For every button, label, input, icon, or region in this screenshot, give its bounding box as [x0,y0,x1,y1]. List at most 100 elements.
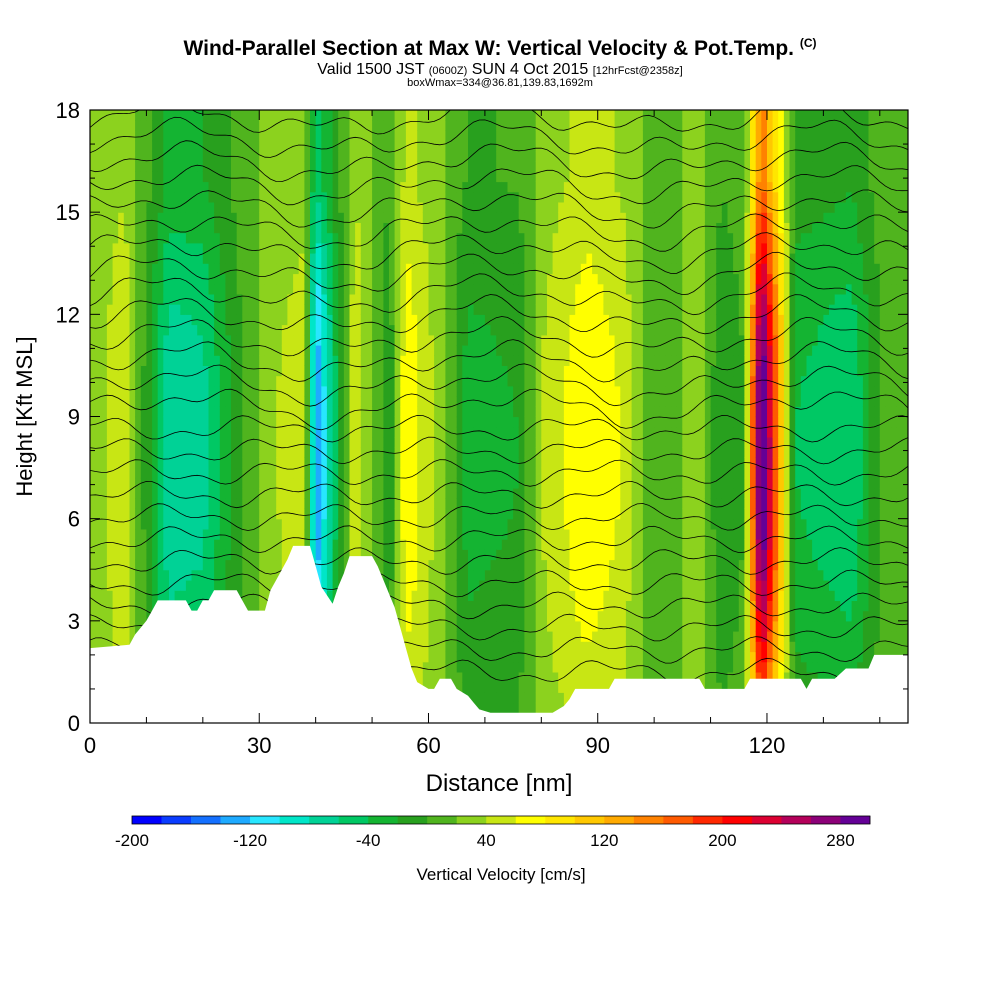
velocity-cell [501,426,508,438]
velocity-cell [146,283,153,295]
velocity-cell [552,345,559,356]
velocity-cell [513,273,520,285]
velocity-cell [513,130,520,142]
velocity-cell [479,161,486,172]
velocity-cell [106,385,114,397]
velocity-cell [530,222,537,234]
velocity-cell [451,375,458,387]
velocity-cell [123,600,130,612]
velocity-cell [518,651,525,663]
velocity-cell [253,508,260,520]
velocity-cell [552,549,559,561]
velocity-cell [405,518,413,530]
velocity-cell [321,355,328,366]
velocity-cell [90,396,97,407]
velocity-cell [236,140,243,152]
velocity-cell [169,528,176,540]
velocity-cell [462,161,469,172]
velocity-cell [462,447,469,458]
velocity-cell [484,549,492,561]
velocity-cell [242,375,249,387]
velocity-cell [394,610,401,622]
velocity-cell [535,273,542,285]
velocity-cell [451,365,458,377]
velocity-cell [293,304,300,315]
velocity-cell [321,416,328,428]
velocity-cell [326,365,334,377]
velocity-cell [377,477,384,489]
velocity-cell [428,191,435,203]
velocity-cell [123,242,130,254]
velocity-cell [468,365,475,377]
velocity-cell [507,253,514,264]
velocity-cell [163,314,170,326]
velocity-cell [343,191,351,203]
velocity-cell [349,253,356,264]
velocity-cell [253,283,260,295]
velocity-cell [174,528,181,540]
velocity-cell [253,314,260,326]
velocity-cell [434,293,441,305]
velocity-cell [394,181,401,193]
velocity-cell [202,130,209,142]
velocity-cell [507,477,514,489]
velocity-cell [140,365,147,377]
velocity-cell [377,181,384,193]
velocity-cell [394,385,401,397]
velocity-cell [197,120,204,131]
velocity-cell [185,477,193,489]
velocity-cell [259,242,266,254]
velocity-cell [191,426,198,438]
velocity-cell [490,651,497,663]
velocity-cell [101,375,108,387]
velocity-cell [456,549,463,561]
velocity-cell [259,273,266,285]
velocity-cell [445,334,452,346]
velocity-cell [202,559,209,571]
velocity-cell [270,273,277,285]
velocity-cell [445,140,452,152]
velocity-cell [513,232,520,244]
velocity-cell [95,130,102,142]
velocity-cell [355,549,362,561]
velocity-cell [484,416,492,428]
velocity-cell [112,171,119,183]
velocity-cell [417,385,424,397]
velocity-cell [518,161,525,172]
velocity-cell [146,559,153,571]
velocity-cell [372,385,379,397]
velocity-cell [276,283,283,295]
velocity-cell [135,498,142,509]
velocity-cell [185,334,193,346]
velocity-cell [451,457,458,469]
velocity-cell [468,355,475,366]
velocity-cell [343,365,351,377]
velocity-cell [389,590,396,601]
velocity-cell [231,324,238,336]
velocity-cell [439,528,446,540]
velocity-cell [248,426,255,438]
velocity-cell [304,385,311,397]
velocity-cell [106,631,114,642]
velocity-cell [372,222,379,234]
velocity-cell [360,457,367,469]
velocity-cell [479,528,486,540]
velocity-cell [326,569,334,581]
velocity-cell [490,191,497,203]
velocity-cell [383,406,390,418]
velocity-cell [422,242,429,254]
velocity-cell [332,334,339,346]
velocity-cell [501,416,508,428]
velocity-cell [552,263,559,275]
velocity-cell [377,365,384,377]
velocity-cell [439,396,446,407]
velocity-cell [197,498,204,509]
velocity-cell [535,590,542,601]
velocity-cell [332,447,339,458]
velocity-cell [326,467,334,479]
velocity-cell [101,580,108,591]
velocity-cell [276,457,283,469]
velocity-cell [445,488,452,499]
velocity-cell [355,314,362,326]
velocity-cell [287,365,294,377]
